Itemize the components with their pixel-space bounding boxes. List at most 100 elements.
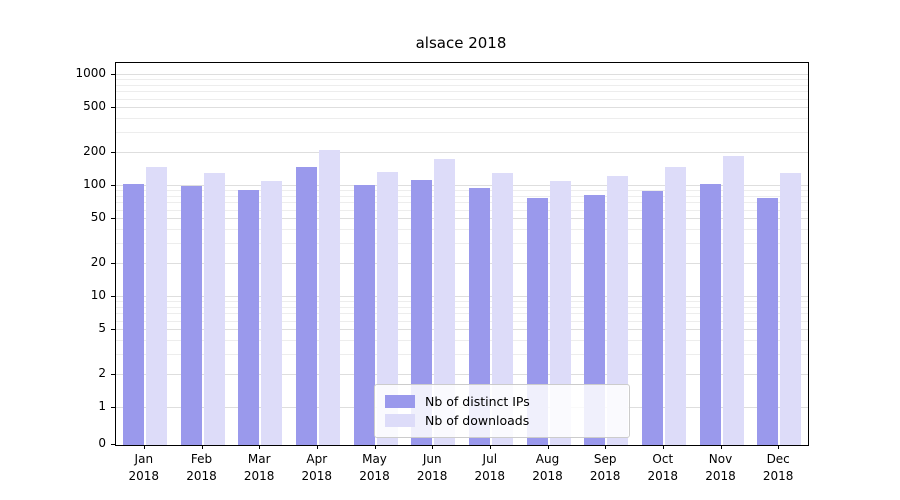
- gridline: [116, 301, 808, 303]
- y-tick-label: 10: [90, 288, 106, 302]
- gridline: [116, 209, 808, 211]
- gridline: [116, 84, 808, 86]
- y-tick-label: 50: [90, 210, 106, 225]
- gridline: [116, 190, 808, 192]
- bar-distinct-ips-jan: [122, 183, 144, 445]
- bar-distinct-ips-feb: [180, 186, 202, 445]
- bar-downloads-jan: [145, 166, 167, 445]
- gridline: [116, 74, 808, 75]
- gridline: [116, 118, 808, 120]
- y-tick-mark: [111, 407, 115, 408]
- gridline: [116, 91, 808, 93]
- x-tick-mark: [720, 445, 722, 449]
- y-tick-mark: [111, 218, 115, 220]
- bar-distinct-ips-jun: [411, 180, 433, 445]
- x-tick-label-jun: Jun 2018: [416, 452, 448, 483]
- x-tick-label-oct: Oct 2018: [647, 452, 679, 483]
- bar-downloads-oct: [664, 166, 686, 445]
- y-tick-label: 0: [98, 436, 106, 450]
- x-tick-mark: [489, 445, 491, 449]
- gridline: [116, 313, 808, 315]
- y-tick-mark: [111, 262, 115, 264]
- bar-downloads-may: [376, 171, 398, 445]
- legend-item-downloads: Nb of downloads: [385, 411, 619, 430]
- legend-label-downloads: Nb of downloads: [425, 413, 530, 428]
- y-tick-mark: [111, 74, 115, 75]
- bar-downloads-mar: [261, 180, 283, 445]
- x-tick-label-feb: Feb 2018: [186, 452, 217, 483]
- x-tick-mark: [374, 445, 376, 449]
- bar-downloads-sep: [607, 176, 629, 445]
- gridline: [116, 79, 808, 81]
- y-tick-label: 1: [98, 399, 106, 413]
- y-tick-label: 100: [83, 177, 106, 191]
- gridline: [116, 354, 808, 355]
- y-tick-mark: [111, 107, 115, 109]
- gridline: [116, 98, 808, 100]
- y-tick-mark: [111, 329, 115, 331]
- bar-distinct-ips-oct: [641, 191, 663, 445]
- bar-downloads-dec: [780, 173, 802, 445]
- gridline: [116, 202, 808, 204]
- gridline: [116, 296, 808, 297]
- plot-area: Nb of distinct IPs Nb of downloads: [115, 62, 809, 446]
- chart-title: alsace 2018: [415, 34, 507, 52]
- x-tick-mark: [316, 445, 318, 449]
- gridline: [116, 151, 808, 153]
- gridline: [116, 340, 808, 342]
- legend-swatch-downloads: [385, 414, 415, 427]
- x-tick-label-sep: Sep 2018: [589, 452, 621, 483]
- y-tick-mark: [111, 151, 115, 153]
- y-tick-mark: [111, 185, 115, 186]
- x-tick-label-nov: Nov 2018: [705, 452, 736, 483]
- bar-distinct-ips-apr: [295, 166, 317, 445]
- legend-label-distinct-ips: Nb of distinct IPs: [425, 394, 530, 409]
- x-tick-mark: [259, 445, 261, 449]
- x-tick-label-aug: Aug 2018: [532, 452, 563, 483]
- gridline: [116, 320, 808, 322]
- x-tick-label-jan: Jan 2018: [128, 452, 160, 483]
- gridline: [116, 243, 808, 244]
- bar-downloads-jun: [434, 159, 456, 445]
- bar-downloads-apr: [318, 150, 340, 445]
- legend-item-distinct-ips: Nb of distinct IPs: [385, 392, 619, 411]
- bar-distinct-ips-dec: [757, 198, 779, 445]
- bar-downloads-aug: [549, 180, 571, 445]
- gridline: [116, 132, 808, 133]
- x-tick-label-mar: Mar 2018: [243, 452, 275, 483]
- gridline: [116, 218, 808, 220]
- bar-distinct-ips-mar: [238, 190, 260, 445]
- gridline: [116, 306, 808, 308]
- bar-distinct-ips-aug: [526, 198, 548, 445]
- x-tick-mark: [605, 445, 607, 449]
- x-tick-mark: [778, 445, 780, 449]
- bar-distinct-ips-jul: [468, 187, 490, 445]
- y-tick-mark: [111, 296, 115, 297]
- x-tick-label-may: May 2018: [359, 452, 390, 483]
- gridline: [116, 229, 808, 231]
- y-tick-label: 500: [83, 99, 106, 114]
- bar-distinct-ips-nov: [699, 184, 721, 445]
- y-tick-mark: [111, 444, 115, 445]
- bar-downloads-jul: [491, 173, 513, 445]
- legend: Nb of distinct IPs Nb of downloads: [374, 384, 630, 438]
- bar-downloads-nov: [722, 156, 744, 445]
- gridline: [116, 373, 808, 375]
- x-tick-mark: [201, 445, 203, 449]
- x-tick-mark: [662, 445, 664, 449]
- gridline: [116, 329, 808, 331]
- x-tick-mark: [547, 445, 549, 449]
- gridline: [116, 195, 808, 197]
- gridline: [116, 107, 808, 109]
- gridline: [116, 262, 808, 264]
- y-tick-label: 2: [98, 365, 106, 380]
- bar-distinct-ips-sep: [584, 195, 606, 445]
- y-tick-label: 5: [98, 321, 106, 336]
- y-tick-label: 20: [90, 254, 106, 269]
- bar-downloads-feb: [203, 173, 225, 445]
- bar-distinct-ips-may: [353, 185, 375, 445]
- x-tick-label-jul: Jul 2018: [474, 452, 506, 483]
- y-tick-label: 200: [83, 143, 106, 158]
- x-tick-label-dec: Dec 2018: [762, 452, 794, 483]
